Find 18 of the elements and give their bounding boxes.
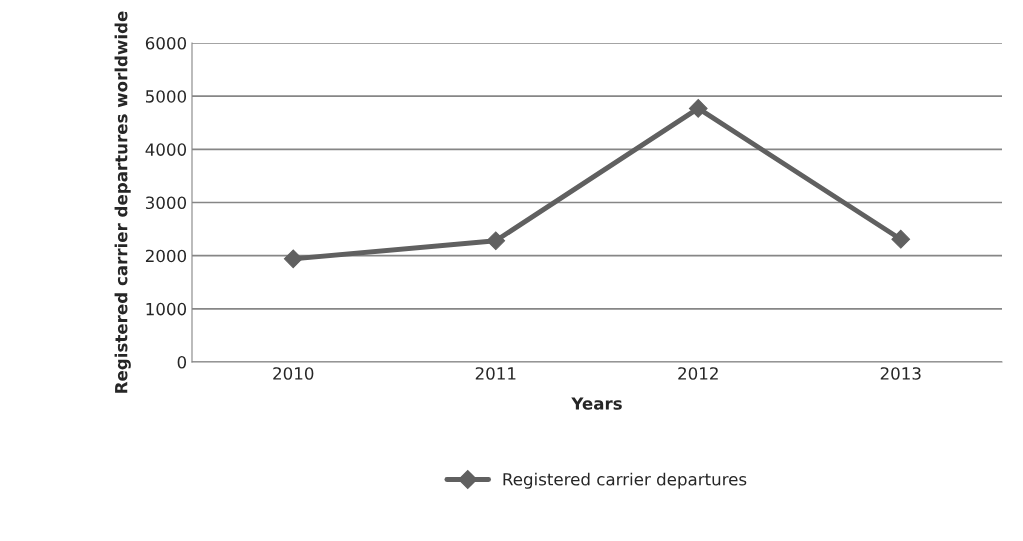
x-tick-label: 2012 bbox=[678, 367, 718, 380]
x-tick-label: 2011 bbox=[475, 367, 516, 380]
point bbox=[283, 249, 303, 269]
point bbox=[486, 231, 506, 251]
point bbox=[688, 99, 708, 118]
y-tick-label: 6000 bbox=[145, 36, 187, 50]
y-axis-title: Registered carrier departures worldwide bbox=[114, 11, 131, 393]
y-tick-label: 4000 bbox=[145, 143, 187, 156]
x-tick-label: 2013 bbox=[880, 367, 921, 380]
x-axis-title: Years bbox=[571, 397, 622, 410]
legend-label: Registered carrier departures bbox=[503, 472, 747, 489]
y-tick-label: 3000 bbox=[145, 196, 187, 210]
y-tick-label: 5000 bbox=[146, 90, 187, 103]
y-tick-label: 1000 bbox=[146, 302, 187, 316]
x-tick-label: 2010 bbox=[273, 367, 314, 380]
y-tick-label: 2000 bbox=[145, 249, 187, 263]
y-tick-label: 0 bbox=[177, 355, 187, 369]
point bbox=[891, 229, 911, 249]
